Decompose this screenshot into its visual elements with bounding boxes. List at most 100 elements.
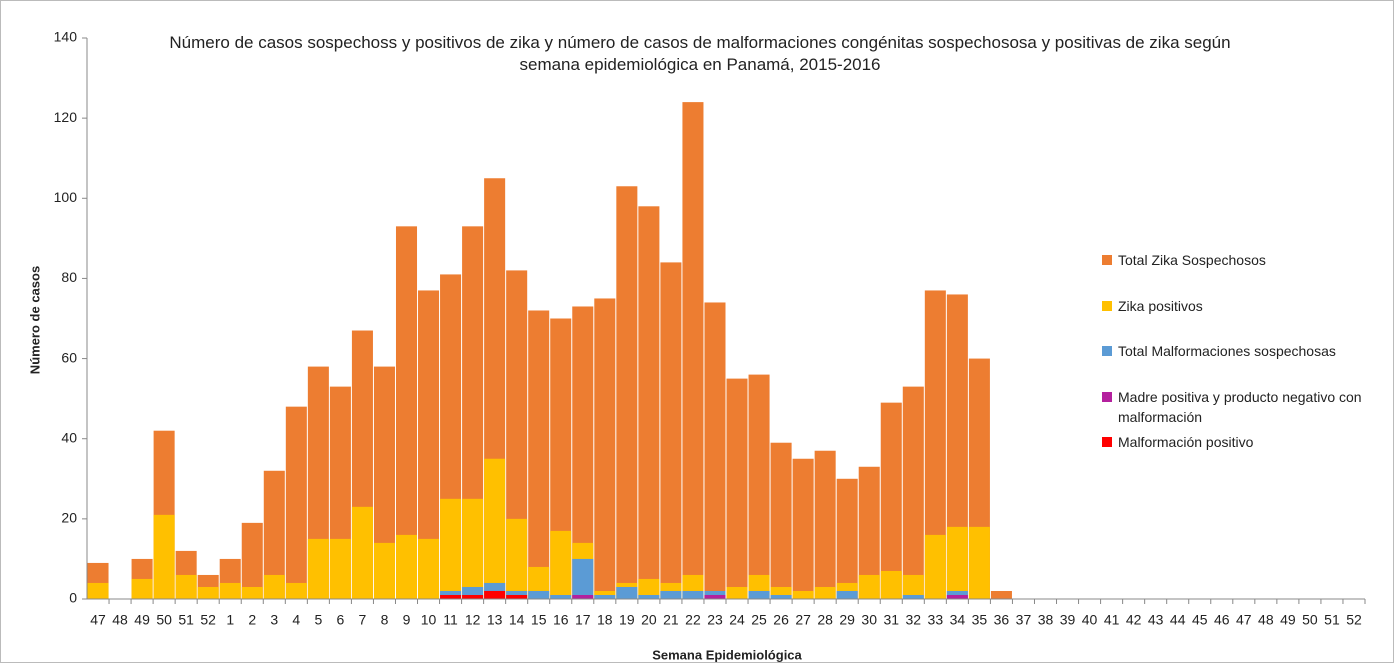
x-tick-label: 24 bbox=[729, 612, 745, 628]
x-tick-label: 39 bbox=[1060, 612, 1076, 628]
bar bbox=[924, 534, 946, 599]
x-tick-label: 1 bbox=[226, 612, 234, 628]
bar bbox=[638, 594, 660, 599]
bar bbox=[285, 406, 307, 599]
legend-item: Total Malformaciones sospechosas bbox=[1100, 341, 1380, 361]
x-tick-label: 41 bbox=[1104, 612, 1120, 628]
bar bbox=[792, 590, 814, 599]
x-tick-label: 47 bbox=[90, 612, 106, 628]
legend-swatch bbox=[1102, 392, 1112, 402]
bar bbox=[792, 458, 814, 599]
bar bbox=[506, 594, 528, 599]
bar bbox=[836, 590, 858, 599]
bar bbox=[880, 402, 902, 599]
bar bbox=[373, 366, 395, 599]
bar bbox=[946, 594, 968, 599]
bar bbox=[704, 594, 726, 599]
bar bbox=[307, 538, 329, 599]
x-tick-label: 46 bbox=[1214, 612, 1230, 628]
x-tick-label: 19 bbox=[619, 612, 635, 628]
bar bbox=[748, 590, 770, 599]
bar bbox=[197, 586, 219, 599]
bar bbox=[594, 298, 616, 599]
bar bbox=[770, 594, 792, 599]
x-axis-label: Semana Epidemiológica bbox=[652, 647, 802, 662]
x-tick-label: 42 bbox=[1126, 612, 1142, 628]
x-tick-label: 5 bbox=[314, 612, 322, 628]
x-tick-label: 29 bbox=[839, 612, 855, 628]
chart-title: Número de casos sospechoss y positivos d… bbox=[169, 33, 1231, 74]
bar bbox=[682, 102, 704, 599]
y-tick-label: 100 bbox=[54, 189, 78, 205]
x-tick-label: 45 bbox=[1192, 612, 1208, 628]
legend-label: Zika positivos bbox=[1118, 298, 1203, 314]
legend-swatch bbox=[1102, 255, 1112, 265]
bar bbox=[175, 574, 197, 599]
bar bbox=[395, 226, 418, 600]
x-tick-label: 23 bbox=[707, 612, 723, 628]
x-tick-label: 22 bbox=[685, 612, 701, 628]
legend-label: Malformación positivo bbox=[1118, 434, 1254, 450]
x-tick-label: 17 bbox=[575, 612, 591, 628]
x-tick-label: 21 bbox=[663, 612, 679, 628]
bar bbox=[550, 318, 572, 599]
x-tick-label: 52 bbox=[200, 612, 216, 628]
bar bbox=[726, 586, 748, 599]
x-tick-label: 40 bbox=[1082, 612, 1098, 628]
x-tick-label: 51 bbox=[1324, 612, 1340, 628]
x-tick-label: 38 bbox=[1038, 612, 1054, 628]
bar bbox=[462, 498, 484, 599]
bar bbox=[594, 594, 616, 599]
bar bbox=[285, 582, 307, 599]
bar bbox=[858, 466, 880, 599]
x-tick-label: 35 bbox=[972, 612, 988, 628]
x-tick-label: 28 bbox=[817, 612, 833, 628]
bar bbox=[990, 590, 1012, 599]
bar bbox=[241, 522, 263, 599]
x-tick-label: 27 bbox=[795, 612, 811, 628]
bar bbox=[528, 310, 550, 599]
bar bbox=[87, 582, 109, 599]
bar bbox=[902, 594, 924, 599]
bar bbox=[726, 378, 748, 599]
x-tick-label: 20 bbox=[641, 612, 657, 628]
bar bbox=[550, 530, 572, 599]
legend-item: Malformación positivo bbox=[1100, 432, 1380, 452]
bar bbox=[241, 586, 263, 599]
x-tick-label: 15 bbox=[531, 612, 547, 628]
x-tick-label: 13 bbox=[487, 612, 503, 628]
x-tick-label: 52 bbox=[1346, 612, 1362, 628]
bar bbox=[858, 574, 880, 599]
bar bbox=[924, 290, 946, 599]
legend-label: Madre positiva y producto negativo con m… bbox=[1118, 389, 1362, 425]
x-tick-label: 49 bbox=[1280, 612, 1296, 628]
x-tick-label: 51 bbox=[178, 612, 194, 628]
x-tick-label: 37 bbox=[1016, 612, 1032, 628]
bar bbox=[968, 526, 990, 599]
x-tick-label: 4 bbox=[292, 612, 300, 628]
y-tick-label: 20 bbox=[61, 510, 77, 526]
bar bbox=[704, 302, 726, 599]
x-tick-label: 9 bbox=[403, 612, 411, 628]
legend-item: Madre positiva y producto negativo con m… bbox=[1100, 387, 1380, 427]
x-tick-label: 2 bbox=[248, 612, 256, 628]
x-tick-label: 16 bbox=[553, 612, 569, 628]
bar bbox=[616, 186, 638, 599]
x-tick-label: 26 bbox=[773, 612, 789, 628]
y-tick-label: 120 bbox=[54, 109, 78, 125]
bar bbox=[484, 458, 506, 599]
bar bbox=[902, 574, 924, 599]
bar bbox=[836, 478, 858, 599]
x-tick-label: 43 bbox=[1148, 612, 1164, 628]
bar bbox=[660, 590, 682, 599]
bar bbox=[263, 470, 285, 599]
legend-swatch bbox=[1102, 301, 1112, 311]
x-tick-label: 25 bbox=[751, 612, 767, 628]
x-tick-label: 12 bbox=[465, 612, 481, 628]
x-tick-label: 44 bbox=[1170, 612, 1186, 628]
bar bbox=[506, 518, 528, 599]
bar bbox=[814, 450, 836, 599]
x-tick-label: 8 bbox=[381, 612, 389, 628]
